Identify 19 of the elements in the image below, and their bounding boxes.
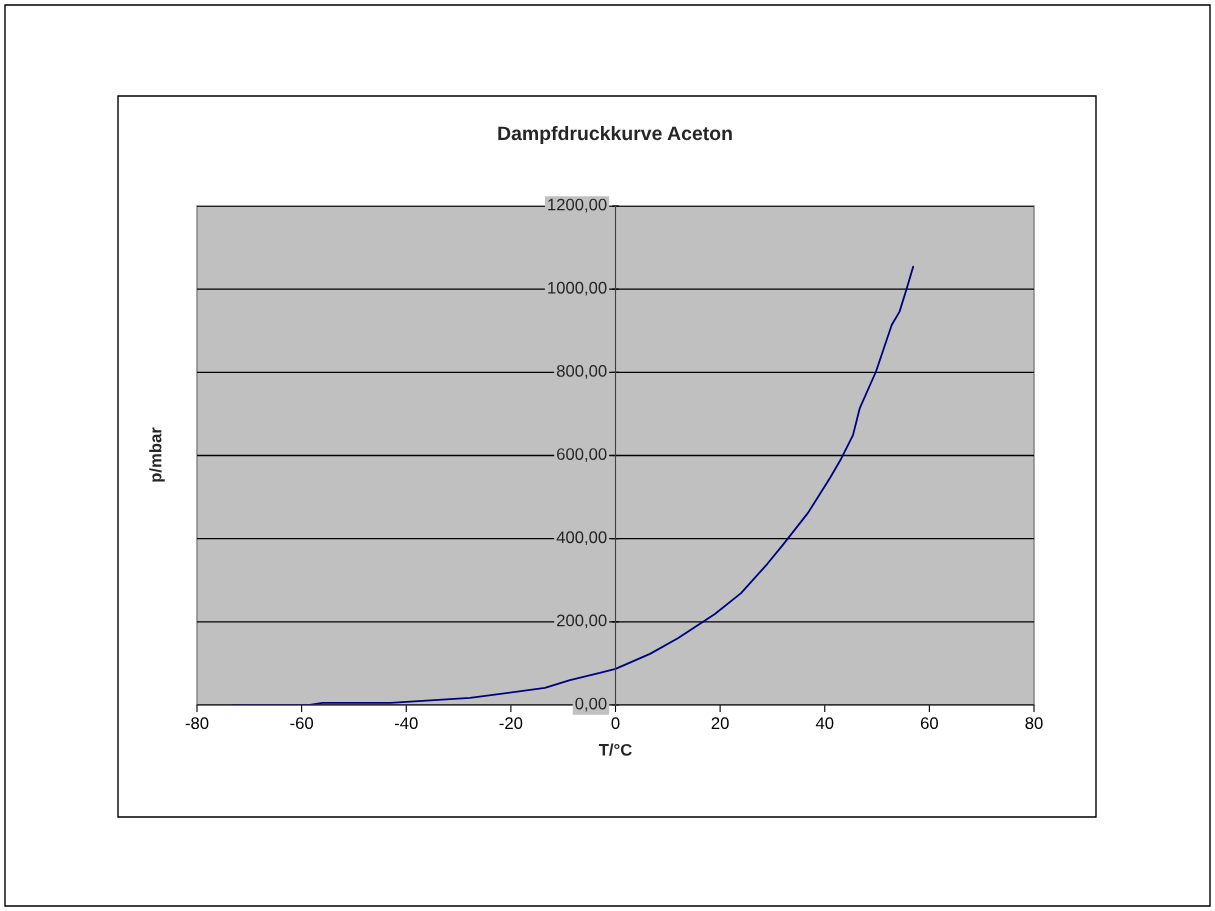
x-tick-label: 40 [815,717,834,730]
x-tick-label: -60 [290,717,314,730]
y-tick-label: 0,00 [575,697,607,712]
x-axis-title: T/°C [598,743,632,756]
y-tick-label: 1200,00 [548,198,607,213]
x-tick-label: 60 [920,717,938,730]
x-tick-label: -80 [185,717,209,730]
y-tick-label: 600,00 [557,448,607,462]
x-tick-label: 0 [611,717,620,730]
x-tick-label: 20 [711,717,729,730]
y-tick-label: 200,00 [557,614,607,629]
x-tick-label: 80 [1025,717,1043,730]
y-tick-label: 400,00 [556,531,607,546]
y-tick-label: 1000,00 [548,281,607,296]
y-tick-label: 800,00 [556,365,607,379]
y-axis-title: p/mbar [149,427,165,482]
x-tick-label: -40 [394,717,418,730]
x-tick-label: -20 [499,717,523,730]
chart-title: Dampfdruckkurve Aceton [498,125,732,145]
